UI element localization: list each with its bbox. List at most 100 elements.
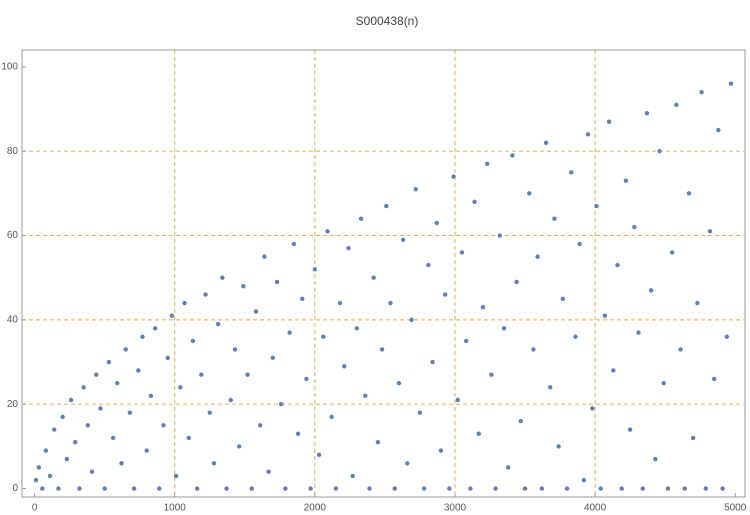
- point: [531, 347, 536, 352]
- point: [207, 410, 212, 415]
- point: [346, 245, 351, 251]
- point: [703, 486, 708, 491]
- point: [333, 486, 339, 491]
- point: [434, 220, 439, 226]
- point: [77, 486, 82, 491]
- point: [636, 330, 641, 335]
- x-tick-label: 2000: [304, 503, 327, 514]
- point: [241, 283, 246, 289]
- point: [274, 279, 280, 285]
- point: [144, 448, 149, 453]
- point: [564, 486, 570, 491]
- point: [194, 486, 200, 491]
- point: [648, 288, 654, 293]
- point: [611, 368, 616, 373]
- point: [569, 170, 574, 175]
- point: [262, 254, 267, 259]
- point: [89, 469, 95, 474]
- point: [220, 275, 225, 280]
- point: [375, 439, 381, 445]
- point: [417, 410, 423, 415]
- point: [47, 473, 53, 479]
- point: [720, 486, 725, 491]
- point: [619, 486, 624, 491]
- point: [173, 473, 179, 479]
- point: [430, 359, 435, 365]
- x-tick-label: 4000: [584, 503, 607, 514]
- point: [102, 486, 107, 491]
- point: [36, 465, 42, 470]
- point: [279, 402, 284, 407]
- point: [594, 203, 599, 209]
- point: [115, 380, 120, 386]
- point: [64, 456, 70, 462]
- point: [384, 203, 389, 209]
- point: [573, 334, 578, 339]
- point: [40, 486, 45, 491]
- point: [438, 448, 444, 453]
- point: [405, 461, 410, 466]
- point: [451, 174, 456, 179]
- point: [615, 262, 620, 268]
- point: [623, 178, 629, 183]
- point: [342, 364, 347, 369]
- point: [724, 334, 729, 339]
- point: [358, 216, 364, 221]
- point: [392, 486, 397, 491]
- point: [552, 216, 557, 221]
- point: [480, 305, 486, 310]
- point: [308, 486, 313, 491]
- point: [522, 486, 528, 491]
- point: [468, 486, 473, 491]
- point: [695, 300, 700, 306]
- point: [312, 267, 318, 272]
- point: [148, 393, 154, 398]
- point: [73, 439, 78, 445]
- point: [304, 376, 309, 382]
- point: [245, 372, 250, 377]
- point: [640, 486, 645, 491]
- point: [98, 406, 103, 411]
- point: [539, 486, 545, 491]
- point: [497, 233, 502, 238]
- point: [199, 372, 204, 377]
- point: [581, 477, 587, 483]
- point: [632, 224, 637, 230]
- point: [257, 423, 263, 428]
- point: [606, 119, 612, 124]
- point: [228, 397, 233, 403]
- x-tick-label: 1000: [164, 503, 187, 514]
- y-tick-label: 20: [7, 399, 19, 410]
- point: [476, 431, 481, 436]
- y-tick-label: 80: [7, 146, 19, 157]
- point: [329, 414, 334, 420]
- point: [379, 347, 385, 352]
- point: [728, 81, 734, 86]
- point: [463, 338, 469, 344]
- point: [506, 465, 511, 470]
- point: [232, 347, 238, 352]
- point: [203, 292, 208, 297]
- x-tick-label: 0: [32, 503, 38, 514]
- point: [350, 473, 355, 479]
- point: [699, 89, 704, 95]
- point: [527, 191, 532, 196]
- point: [161, 423, 166, 428]
- point: [585, 132, 591, 137]
- point: [236, 444, 242, 449]
- point: [119, 461, 124, 466]
- point: [455, 397, 460, 403]
- point: [543, 140, 549, 145]
- point: [367, 486, 372, 491]
- point: [270, 355, 276, 361]
- point: [409, 317, 414, 323]
- point: [426, 262, 431, 268]
- point: [110, 435, 116, 441]
- point: [548, 385, 553, 390]
- point: [169, 313, 175, 318]
- point: [716, 127, 721, 133]
- point: [711, 376, 717, 382]
- point: [300, 296, 305, 302]
